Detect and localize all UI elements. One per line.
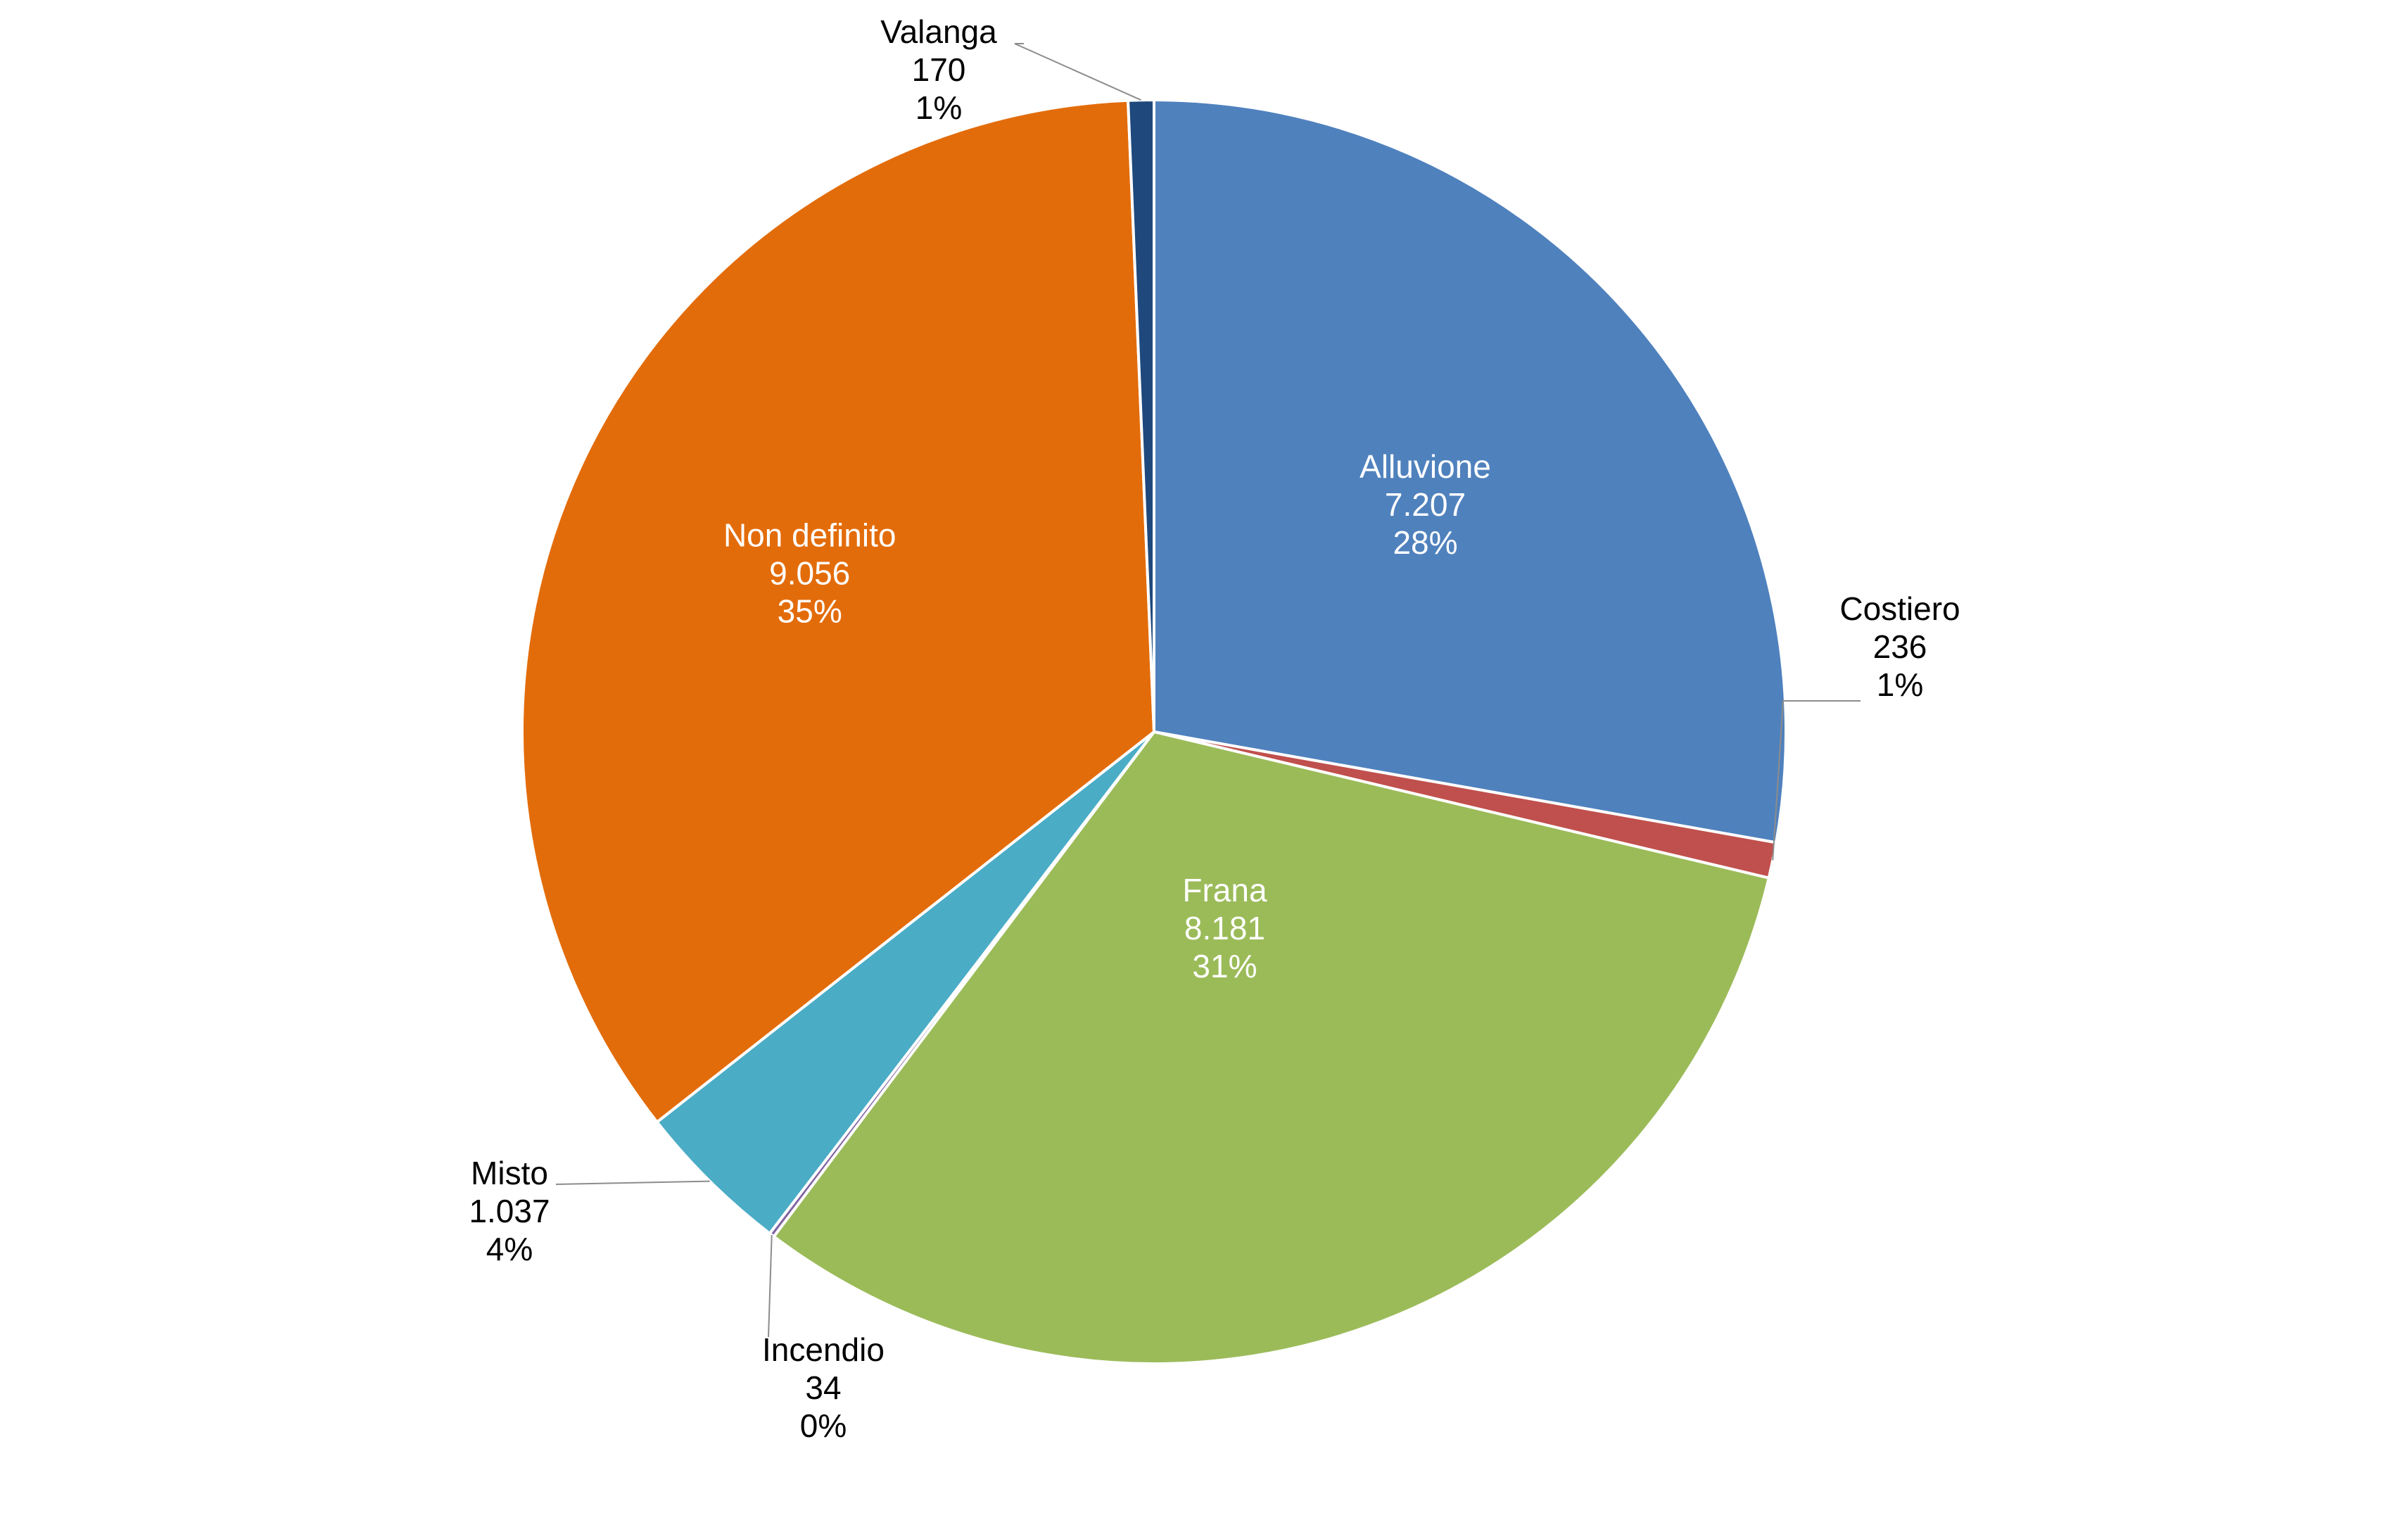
- data-label-name: Non definito: [723, 517, 896, 553]
- pie-slice-non-definito: [520, 99, 1156, 1124]
- leader-line-valanga: [1014, 43, 1141, 101]
- data-label-value: 9.056: [769, 555, 850, 591]
- data-label-percent: 28%: [1393, 524, 1457, 561]
- data-label-value: 34: [805, 1369, 841, 1406]
- leader-line-incendio: [768, 1234, 773, 1338]
- data-label-name: Valanga: [880, 13, 997, 50]
- data-label-name: Misto: [471, 1155, 548, 1191]
- data-label-misto: Misto 1.037 4%: [469, 1155, 550, 1267]
- data-label-percent: 1%: [915, 89, 962, 126]
- leader-line-costiero: [1772, 700, 1861, 861]
- data-label-incendio: Incendio 34 0%: [762, 1331, 885, 1444]
- data-label-value: 7.207: [1385, 486, 1466, 523]
- leader-lines: [555, 43, 1861, 1338]
- data-label-frana: Frana 8.181 31%: [1182, 872, 1267, 984]
- data-label-non-definito: Non definito 9.056 35%: [723, 517, 896, 629]
- data-label-name: Frana: [1182, 872, 1267, 908]
- pie-slice-frana: [771, 730, 1771, 1365]
- data-label-percent: 0%: [800, 1407, 847, 1444]
- data-label-costiero: Costiero 236 1%: [1839, 590, 1960, 703]
- data-label-valanga: Valanga 170 1%: [880, 13, 997, 126]
- data-label-value: 170: [912, 51, 966, 88]
- data-label-name: Alluvione: [1360, 448, 1491, 485]
- data-label-value: 236: [1873, 628, 1927, 665]
- data-label-value: 8.181: [1184, 910, 1265, 946]
- data-label-name: Incendio: [762, 1331, 885, 1368]
- data-label-name: Costiero: [1839, 590, 1960, 627]
- pie-slices: [520, 98, 1787, 1365]
- pie-slice-alluvione: [1153, 98, 1787, 844]
- data-label-alluvione: Alluvione 7.207 28%: [1360, 448, 1491, 561]
- data-labels: Alluvione 7.207 28%Costiero 236 1%Frana 8.181…: [469, 13, 1960, 1444]
- data-label-percent: 1%: [1877, 666, 1923, 703]
- data-label-percent: 31%: [1192, 948, 1257, 984]
- pie-slice-valanga: [1126, 98, 1155, 733]
- data-label-value: 1.037: [469, 1193, 550, 1229]
- data-label-percent: 4%: [486, 1231, 533, 1267]
- data-label-percent: 35%: [778, 593, 842, 629]
- leader-line-misto: [555, 1180, 710, 1185]
